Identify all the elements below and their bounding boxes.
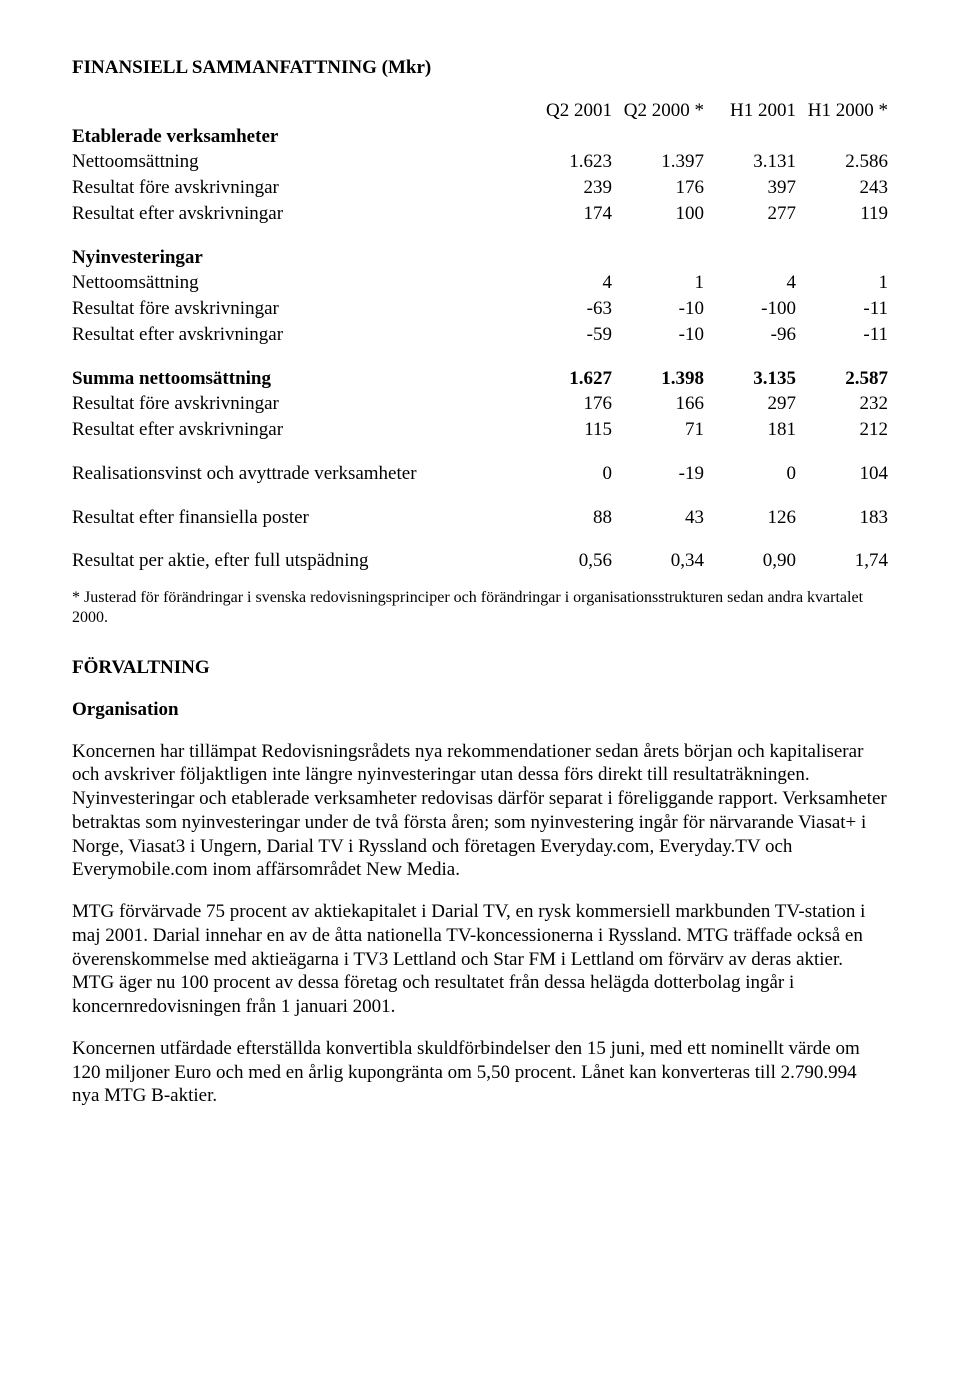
table-row: Resultat efter avskrivningar 174 100 277… (72, 201, 888, 227)
row-label: Nettoomsättning (72, 149, 520, 175)
cell: 174 (520, 201, 612, 227)
financial-table: Q2 2001 Q2 2000 * H1 2001 H1 2000 * Etab… (72, 98, 888, 574)
cell: 43 (612, 505, 704, 531)
section-header-row: Etablerade verksamheter (72, 124, 888, 150)
row-label: Resultat efter finansiella poster (72, 505, 520, 531)
row-label: Resultat efter avskrivningar (72, 417, 520, 443)
cell: 297 (704, 391, 796, 417)
cell: 232 (796, 391, 888, 417)
cell: 126 (704, 505, 796, 531)
cell: 0 (704, 461, 796, 487)
cell: 277 (704, 201, 796, 227)
cell: -63 (520, 296, 612, 322)
table-row: Resultat före avskrivningar 176 166 297 … (72, 391, 888, 417)
row-label: Nettoomsättning (72, 270, 520, 296)
paragraph: Koncernen har tillämpat Redovisningsråde… (72, 740, 888, 883)
cell: 115 (520, 417, 612, 443)
col-header: H1 2001 (704, 98, 796, 124)
paragraph: Koncernen utfärdade efterställda konvert… (72, 1037, 888, 1108)
table-row: Resultat efter finansiella poster 88 43 … (72, 505, 888, 531)
cell: 212 (796, 417, 888, 443)
cell: 2.586 (796, 149, 888, 175)
cell: 1,74 (796, 548, 888, 574)
section-heading: FÖRVALTNING (72, 656, 888, 680)
row-label: Resultat före avskrivningar (72, 296, 520, 322)
cell: 166 (612, 391, 704, 417)
col-header: H1 2000 * (796, 98, 888, 124)
col-header: Q2 2000 * (612, 98, 704, 124)
cell: 243 (796, 175, 888, 201)
row-label: Realisationsvinst och avyttrade verksamh… (72, 461, 520, 487)
row-label: Resultat efter avskrivningar (72, 322, 520, 348)
cell: 0 (520, 461, 612, 487)
cell: 3.135 (704, 366, 796, 392)
cell: -11 (796, 296, 888, 322)
row-label: Resultat per aktie, efter full utspädnin… (72, 548, 520, 574)
table-row: Nettoomsättning 4 1 4 1 (72, 270, 888, 296)
cell: 1.623 (520, 149, 612, 175)
cell: 2.587 (796, 366, 888, 392)
table-row: Realisationsvinst och avyttrade verksamh… (72, 461, 888, 487)
cell: 239 (520, 175, 612, 201)
table-row: Resultat efter avskrivningar -59 -10 -96… (72, 322, 888, 348)
cell: -19 (612, 461, 704, 487)
footnote: * Justerad för förändringar i svenska re… (72, 588, 888, 628)
cell: 0,56 (520, 548, 612, 574)
row-label: Summa nettoomsättning (72, 366, 520, 392)
cell: -59 (520, 322, 612, 348)
cell: 3.131 (704, 149, 796, 175)
cell: 88 (520, 505, 612, 531)
section-header: Nyinvesteringar (72, 245, 520, 271)
column-header-row: Q2 2001 Q2 2000 * H1 2001 H1 2000 * (72, 98, 888, 124)
cell: 176 (520, 391, 612, 417)
table-row: Resultat efter avskrivningar 115 71 181 … (72, 417, 888, 443)
cell: 0,34 (612, 548, 704, 574)
cell: 183 (796, 505, 888, 531)
cell: 4 (520, 270, 612, 296)
page-title: FINANSIELL SAMMANFATTNING (Mkr) (72, 56, 888, 80)
cell: 1.398 (612, 366, 704, 392)
cell: -11 (796, 322, 888, 348)
cell: 119 (796, 201, 888, 227)
cell: -10 (612, 296, 704, 322)
table-row: Resultat per aktie, efter full utspädnin… (72, 548, 888, 574)
subsection-heading: Organisation (72, 698, 888, 722)
cell: -100 (704, 296, 796, 322)
table-row: Summa nettoomsättning 1.627 1.398 3.135 … (72, 366, 888, 392)
cell: 1 (612, 270, 704, 296)
section-header: Etablerade verksamheter (72, 124, 520, 150)
cell: 4 (704, 270, 796, 296)
cell: 1.627 (520, 366, 612, 392)
cell: 1.397 (612, 149, 704, 175)
cell: 181 (704, 417, 796, 443)
table-row: Nettoomsättning 1.623 1.397 3.131 2.586 (72, 149, 888, 175)
cell: -10 (612, 322, 704, 348)
row-label: Resultat före avskrivningar (72, 175, 520, 201)
paragraph: MTG förvärvade 75 procent av aktiekapita… (72, 900, 888, 1019)
cell: 71 (612, 417, 704, 443)
row-label: Resultat efter avskrivningar (72, 201, 520, 227)
row-label: Resultat före avskrivningar (72, 391, 520, 417)
cell: -96 (704, 322, 796, 348)
cell: 0,90 (704, 548, 796, 574)
cell: 100 (612, 201, 704, 227)
cell: 104 (796, 461, 888, 487)
cell: 397 (704, 175, 796, 201)
col-header: Q2 2001 (520, 98, 612, 124)
cell: 1 (796, 270, 888, 296)
table-row: Resultat före avskrivningar -63 -10 -100… (72, 296, 888, 322)
cell: 176 (612, 175, 704, 201)
table-row: Resultat före avskrivningar 239 176 397 … (72, 175, 888, 201)
section-header-row: Nyinvesteringar (72, 245, 888, 271)
